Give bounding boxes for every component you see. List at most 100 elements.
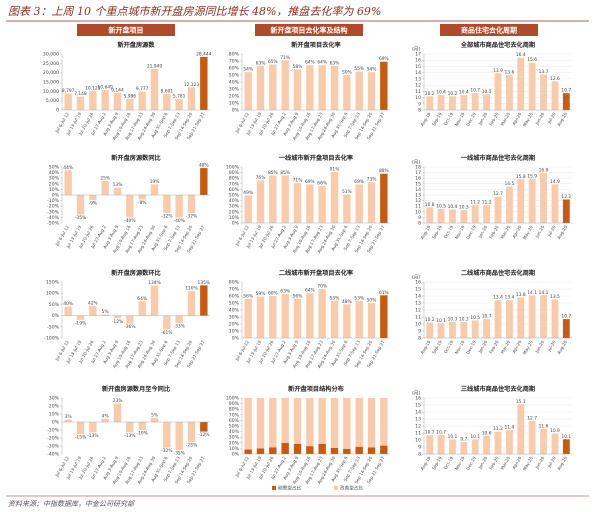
data-label: 56%	[243, 293, 253, 299]
y-tick-label: 12	[415, 198, 421, 204]
bar	[471, 439, 479, 454]
data-label: 12.2	[561, 194, 571, 200]
y-tick-label: 100%	[226, 165, 240, 171]
data-label: 12,123	[184, 82, 200, 88]
data-label: 54%	[243, 67, 253, 73]
data-label: 64%	[137, 296, 147, 302]
bar	[175, 195, 183, 218]
y-tick-label: 50%	[49, 165, 60, 171]
data-label: 56%	[293, 293, 303, 299]
data-label: 4%	[102, 413, 109, 419]
data-label: 8,601	[161, 88, 174, 94]
y-tick-label: 9	[418, 445, 421, 451]
chart-title: 新开盘项目结构分布	[288, 385, 344, 393]
data-label: 12.7	[527, 416, 537, 422]
x-tick-label: Apr-20	[511, 224, 522, 239]
data-label: 8,797	[62, 88, 75, 94]
x-tick-label: Mar-20	[500, 455, 512, 470]
bar-segment	[306, 446, 314, 454]
data-label: 10.2	[425, 317, 435, 323]
bar	[483, 319, 491, 338]
y-tick-label: 10	[415, 322, 421, 328]
y-tick-label: 10	[415, 95, 421, 101]
data-label: 110%	[185, 285, 198, 291]
data-label: 11.2	[493, 426, 503, 432]
bar	[101, 314, 109, 316]
bar	[244, 72, 252, 110]
bar	[517, 57, 525, 110]
y-tick-label: 10%	[229, 446, 240, 452]
data-label: 10.5	[470, 315, 480, 321]
bar	[150, 285, 159, 316]
y-tick-label: 0%	[232, 452, 240, 458]
data-label: 49%	[243, 190, 253, 196]
x-tick-label: Jul-20	[546, 339, 557, 353]
data-label: 10.3	[459, 205, 469, 211]
bar	[343, 75, 351, 110]
bar-segment	[318, 443, 326, 454]
section-box	[440, 24, 538, 36]
y-tick-label: 14	[415, 187, 421, 193]
data-label: 59%	[256, 291, 266, 297]
data-label: 40%	[63, 301, 73, 307]
bar-segment	[367, 447, 376, 454]
y-tick-label: 5,000	[46, 98, 59, 104]
x-tick-label: Oct-19	[443, 455, 455, 470]
y-tick-label: 25,000	[43, 61, 59, 67]
bar-segment	[343, 398, 351, 449]
y-tick-label: -50%	[47, 221, 60, 227]
data-label: 12.7	[493, 191, 503, 197]
data-label: 11.2	[470, 200, 480, 206]
data-label: 50%	[367, 298, 377, 304]
bar	[330, 172, 339, 223]
bar-segment	[256, 448, 265, 454]
y-tick-label: 30%	[229, 315, 240, 321]
bar	[269, 175, 277, 223]
data-label: 10.1	[470, 434, 480, 440]
y-tick-label: 30%	[49, 176, 60, 182]
y-tick-label: 16	[415, 176, 421, 182]
data-label: 10.7	[561, 314, 571, 320]
data-label: 71%	[293, 178, 303, 184]
y-tick-label: 30%	[229, 87, 240, 93]
bar	[187, 87, 196, 110]
y-tick-label: 0%	[52, 193, 60, 199]
data-label: 10,125	[85, 86, 101, 92]
y-tick-label: 20,000	[43, 70, 59, 76]
section-header: 商品住宅去化周期	[461, 26, 517, 35]
y-tick-label: 60%	[229, 294, 240, 300]
x-tick-label: Jul-20	[546, 455, 557, 469]
y-tick-label: 13	[415, 76, 421, 82]
bar-segment	[256, 398, 265, 449]
y-tick-label: 50%	[49, 302, 60, 308]
data-label: 50%	[342, 70, 352, 76]
data-label: 15.9	[527, 173, 537, 179]
x-tick-label: Nov-19	[454, 339, 466, 355]
bar	[460, 442, 468, 454]
y-tick-label: 10,000	[43, 89, 59, 95]
x-tick-label: Aug-19	[420, 339, 432, 355]
bar	[562, 199, 570, 223]
bar-segment	[380, 398, 388, 446]
bar	[355, 300, 363, 338]
bar	[426, 322, 434, 338]
bar	[367, 182, 376, 223]
bar	[126, 98, 134, 110]
y-tick-label: 70%	[229, 181, 240, 187]
y-tick-label: 16	[415, 58, 421, 64]
data-label: 53%	[330, 295, 340, 301]
data-label: 12.6	[550, 76, 560, 82]
data-label: -8%	[138, 200, 147, 206]
bar	[64, 93, 72, 110]
x-tick-label: Mar-20	[500, 111, 512, 126]
bar	[449, 96, 456, 110]
bar	[138, 301, 146, 316]
data-label: 134%	[148, 280, 161, 286]
x-tick-label: Jul-20	[546, 111, 557, 125]
data-label: 11.4	[504, 425, 514, 431]
bar	[517, 297, 525, 338]
y-tick-label: 0	[56, 108, 59, 114]
y-tick-label: 70%	[229, 412, 240, 418]
x-tick-label: Aug-20	[556, 111, 568, 127]
bar	[306, 184, 314, 223]
